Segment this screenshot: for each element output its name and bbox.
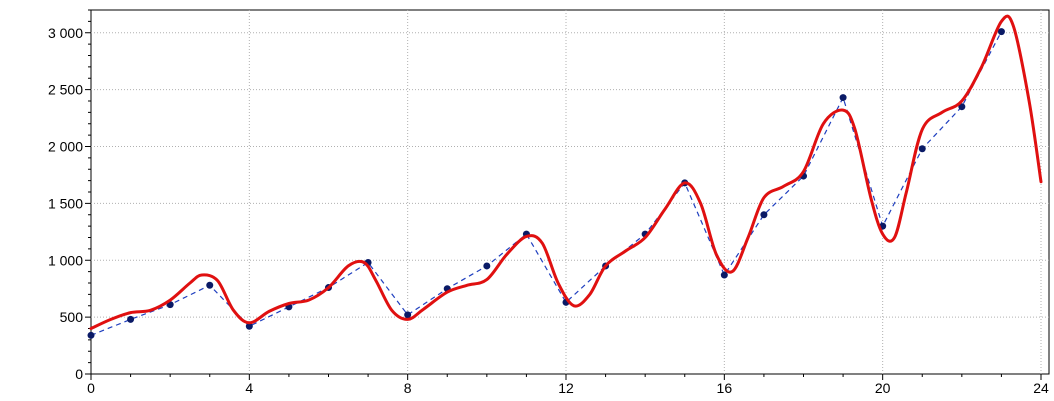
axes: [85, 9, 1042, 380]
y-tick-label: 2 000: [48, 139, 83, 155]
x-tick-label: 4: [245, 380, 253, 396]
x-tick-label: 24: [1033, 380, 1049, 396]
y-tick-label: 0: [75, 366, 83, 382]
data-point: [839, 94, 847, 102]
plot-border: [90, 9, 1050, 375]
y-tick-label: 500: [60, 309, 84, 325]
x-tick-label: 16: [717, 380, 733, 396]
data-point: [245, 322, 253, 330]
data-point: [404, 311, 412, 319]
x-tick-label: 12: [558, 380, 574, 396]
data-point: [918, 145, 926, 153]
data-point: [720, 271, 728, 279]
x-tick-label: 8: [404, 380, 412, 396]
data-point: [997, 28, 1005, 36]
data-point: [206, 281, 214, 289]
y-tick-label: 2 500: [48, 82, 83, 98]
data-point: [87, 331, 95, 339]
series-smooth-line: [89, 14, 1043, 330]
data-point: [127, 315, 135, 323]
y-tick-label: 3 000: [48, 25, 83, 41]
data-point: [483, 262, 491, 270]
y-tick-label: 1 000: [48, 252, 83, 268]
tick-labels: 0 4 8 12 16 20 24 0 500 1 000 1 500 2 000 2 500 3 000: [48, 25, 1049, 396]
y-tick-label: 1 500: [48, 195, 83, 211]
data-point: [958, 103, 966, 111]
x-tick-label: 0: [87, 380, 95, 396]
data-point: [760, 211, 768, 219]
x-tick-label: 20: [875, 380, 891, 396]
series-layer: [87, 14, 1043, 339]
series-dashed-line: [90, 31, 1002, 336]
